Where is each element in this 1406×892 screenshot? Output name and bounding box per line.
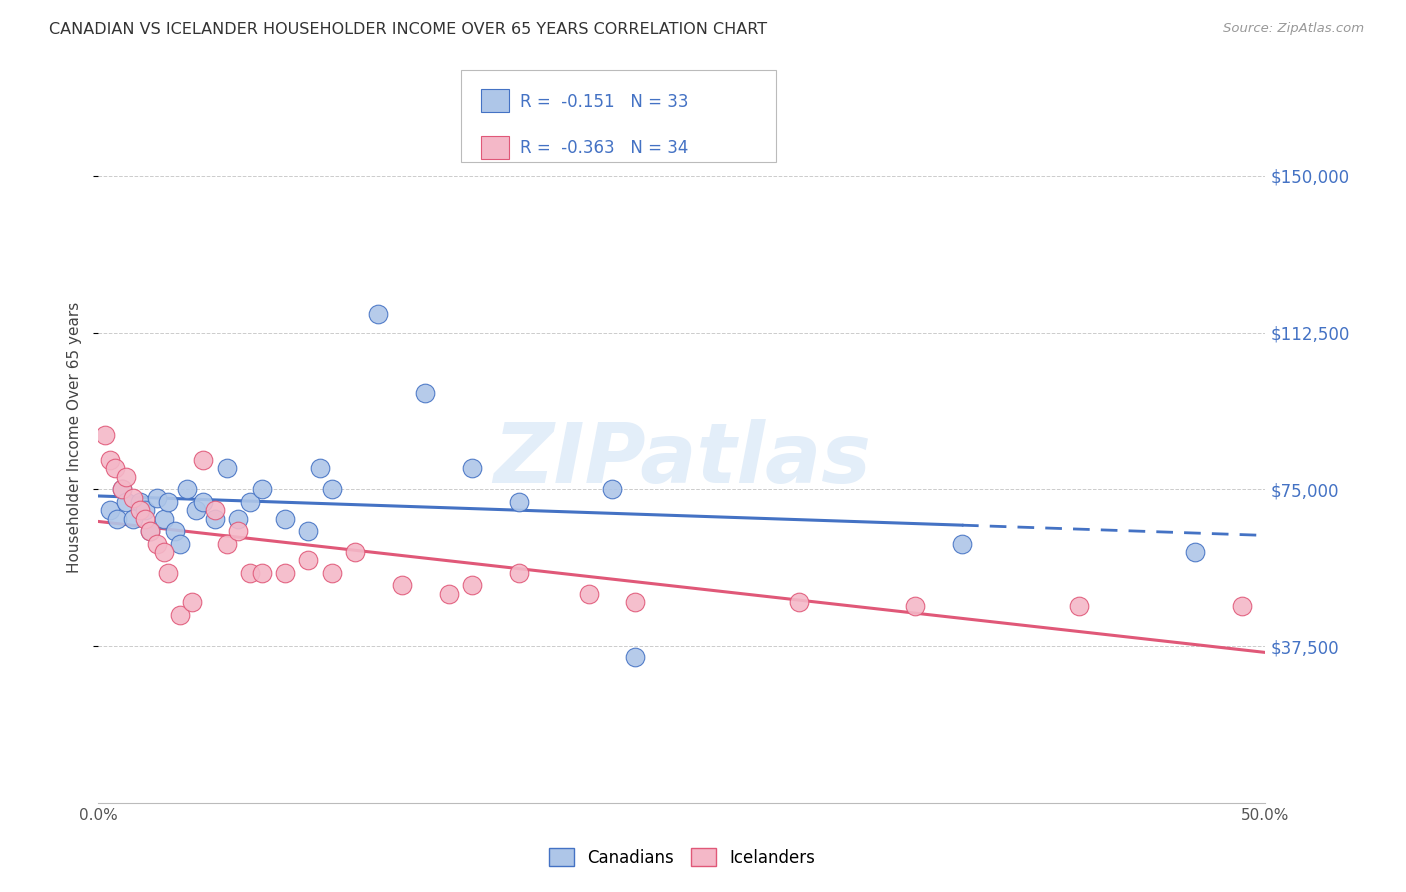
Point xyxy=(437,587,460,601)
Point xyxy=(176,483,198,497)
Point xyxy=(94,428,117,442)
Point xyxy=(239,495,262,509)
Point xyxy=(122,511,145,525)
Point xyxy=(508,566,530,580)
Point xyxy=(98,503,121,517)
Legend: Canadians, Icelanders: Canadians, Icelanders xyxy=(540,840,824,875)
Point xyxy=(169,607,191,622)
Point xyxy=(129,503,152,517)
Point xyxy=(391,578,413,592)
Point xyxy=(98,453,121,467)
Point xyxy=(787,595,810,609)
Point xyxy=(122,491,145,505)
Point xyxy=(157,495,180,509)
Point xyxy=(104,461,127,475)
Point xyxy=(250,483,273,497)
Point xyxy=(115,495,138,509)
Point xyxy=(413,386,436,401)
Point xyxy=(297,524,319,538)
Point xyxy=(165,524,187,538)
Point xyxy=(309,461,332,475)
Point xyxy=(508,495,530,509)
Text: R =  -0.151   N = 33: R = -0.151 N = 33 xyxy=(520,93,689,111)
Point xyxy=(115,470,138,484)
Point xyxy=(146,536,169,550)
Point xyxy=(215,536,238,550)
Point xyxy=(228,511,250,525)
Text: ZIPatlas: ZIPatlas xyxy=(494,418,870,500)
Point xyxy=(134,503,156,517)
Point xyxy=(600,483,623,497)
Text: Source: ZipAtlas.com: Source: ZipAtlas.com xyxy=(1223,22,1364,36)
Text: R =  -0.363   N = 34: R = -0.363 N = 34 xyxy=(520,139,689,157)
Point xyxy=(204,503,226,517)
Point xyxy=(239,566,262,580)
Point xyxy=(1067,599,1090,614)
Point xyxy=(624,649,647,664)
Point xyxy=(139,524,162,538)
Point xyxy=(461,461,484,475)
Text: CANADIAN VS ICELANDER HOUSEHOLDER INCOME OVER 65 YEARS CORRELATION CHART: CANADIAN VS ICELANDER HOUSEHOLDER INCOME… xyxy=(49,22,768,37)
Point xyxy=(228,524,250,538)
Point xyxy=(134,511,156,525)
Point xyxy=(250,566,273,580)
Point xyxy=(950,536,973,550)
Point xyxy=(129,495,152,509)
Point xyxy=(139,524,162,538)
Point xyxy=(215,461,238,475)
Point xyxy=(321,483,343,497)
Point xyxy=(105,511,128,525)
Point xyxy=(111,483,134,497)
Point xyxy=(152,511,174,525)
Point xyxy=(1230,599,1253,614)
Point xyxy=(157,566,180,580)
Point xyxy=(578,587,600,601)
Point xyxy=(624,595,647,609)
Point xyxy=(344,545,367,559)
Point xyxy=(321,566,343,580)
Point xyxy=(169,536,191,550)
Point xyxy=(204,511,226,525)
Point xyxy=(111,483,134,497)
Point xyxy=(180,595,202,609)
Point xyxy=(1184,545,1206,559)
Point xyxy=(193,495,215,509)
Point xyxy=(274,511,297,525)
Point xyxy=(274,566,297,580)
Point xyxy=(904,599,927,614)
Point xyxy=(461,578,484,592)
Point xyxy=(193,453,215,467)
Point xyxy=(367,307,389,321)
Point xyxy=(146,491,169,505)
Point xyxy=(297,553,319,567)
Y-axis label: Householder Income Over 65 years: Householder Income Over 65 years xyxy=(67,301,83,573)
Point xyxy=(186,503,208,517)
Point xyxy=(152,545,174,559)
